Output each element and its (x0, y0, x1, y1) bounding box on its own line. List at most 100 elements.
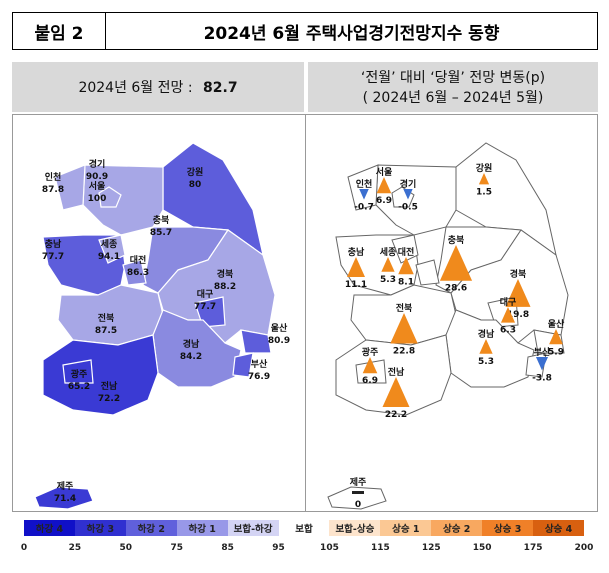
legend-tick-label: 125 (421, 543, 441, 553)
region-change-value: 5.3 (380, 275, 396, 285)
region-name-label: 세종 (101, 238, 118, 250)
region-name-label: 대구 (500, 296, 517, 308)
region-ulsan[interactable] (240, 329, 272, 354)
region-change-value: 28.6 (445, 284, 467, 294)
up-triangle-icon (398, 257, 414, 275)
region-name-label: 경기 (89, 158, 106, 170)
overall-index-label: 2024년 6월 전망 : (78, 80, 193, 96)
region-name-label: 서울 (376, 166, 393, 178)
region-index-value: 86.3 (127, 268, 149, 278)
region-name-label: 전북 (98, 312, 115, 324)
down-triangle-icon (535, 357, 549, 371)
region-name-label: 대전 (398, 246, 415, 258)
region-index-value: 76.9 (248, 372, 270, 382)
region-name-label: 경기 (400, 178, 417, 190)
overall-index: 2024년 6월 전망 : 82.7 (78, 77, 237, 97)
up-triangle-icon (376, 177, 392, 194)
legend-item: 하강 1 (176, 520, 228, 536)
outline-jeju[interactable] (327, 486, 387, 510)
region-change-value: 1.5 (476, 187, 492, 197)
region-index-value: 71.4 (54, 494, 76, 504)
legend-tick-label: 175 (523, 543, 543, 553)
up-triangle-icon (439, 245, 473, 281)
region-change-value: 6.3 (500, 326, 516, 336)
legend-tick-label: 150 (472, 543, 492, 553)
outline-gyeonggi[interactable] (375, 164, 457, 236)
region-change-value: -3.8 (532, 373, 552, 383)
region-name-label: 전남 (388, 366, 405, 378)
right-panel-header: ‘전월’ 대비 ‘당월’ 전망 변동(p) ( 2024년 6월 – 2024년… (308, 62, 598, 112)
region-change-value: 22.8 (393, 347, 415, 357)
region-index-value: 80 (189, 180, 202, 190)
down-triangle-icon (359, 189, 369, 200)
region-name-label: 강원 (187, 166, 204, 178)
region-name-label: 울산 (271, 322, 288, 334)
region-name-label: 전북 (396, 302, 413, 314)
outline-jeonnam[interactable] (335, 334, 452, 416)
region-gyeonggi[interactable] (82, 164, 164, 236)
outline-sejong[interactable] (391, 234, 419, 264)
up-triangle-icon (347, 257, 365, 277)
region-incheon[interactable] (54, 164, 86, 211)
region-name-label: 서울 (89, 180, 106, 192)
region-gyeongnam[interactable] (152, 309, 242, 388)
region-sejong[interactable] (98, 234, 126, 264)
up-triangle-icon (478, 173, 490, 185)
legend-item: 상승 3 (482, 520, 534, 536)
outline-incheon[interactable] (347, 164, 379, 211)
outline-daejeon[interactable] (415, 259, 440, 286)
legend-item: 상승 1 (380, 520, 432, 536)
region-change-value: -0.5 (398, 202, 418, 212)
region-name-label: 대구 (197, 288, 214, 300)
maps-frame: 인천 87.8 경기 90.9 서울 100 강원 80 충북 85.7 충남 77.7 세종 94.1 대… (12, 114, 598, 512)
legend-item: 상승 4 (533, 520, 584, 536)
legend-tick-label: 25 (68, 543, 82, 553)
change-title-line2: ( 2024년 6월 – 2024년 5월) (362, 90, 544, 106)
change-map: 서울6.9인천-0.7경기-0.5강원1.5충남11.1세종5.3대전8.1충북… (327, 142, 569, 510)
region-name-label: 경북 (510, 268, 527, 280)
region-jeonnam[interactable] (42, 334, 159, 416)
up-triangle-icon (390, 313, 418, 344)
overall-index-value: 82.7 (203, 80, 238, 96)
index-map: 인천 87.8 경기 90.9서울 100 강원 80 충북 85.7 충남 77.7 세종 94.1 대… (34, 142, 290, 510)
panel-divider (305, 115, 306, 511)
region-index-value: 85.7 (150, 228, 172, 238)
legend-item: 하강 2 (125, 520, 177, 536)
legend-item: 상승 2 (431, 520, 483, 536)
legend-item: 하강 3 (74, 520, 126, 536)
legend-tick-label: 0 (20, 543, 28, 553)
title-bar: 붙임 2 2024년 6월 주택사업경기전망지수 동향 (12, 12, 598, 50)
region-name-label: 광주 (71, 368, 88, 380)
region-name-label: 세종 (380, 246, 397, 258)
region-daejeon[interactable] (122, 259, 147, 286)
region-busan[interactable] (232, 352, 254, 378)
legend-tick-label: 200 (574, 543, 594, 553)
region-change-value: 0 (355, 500, 361, 510)
region-name-label: 부산 (251, 358, 268, 370)
region-name-label: 제주 (57, 480, 74, 492)
region-jeju[interactable] (34, 486, 94, 510)
change-title-line1: ‘전월’ 대비 ‘당월’ 전망 변동(p) (360, 70, 546, 86)
region-index-value: 65.2 (68, 382, 90, 392)
region-name-label: 광주 (362, 346, 379, 358)
region-seoul[interactable] (98, 186, 122, 208)
region-name-label: 충남 (45, 238, 62, 250)
legend-item: 보합-상승 (329, 520, 381, 536)
region-name-label: 충북 (448, 234, 465, 246)
left-panel-header: 2024년 6월 전망 : 82.7 (12, 62, 304, 112)
region-index-value: 72.2 (98, 394, 120, 404)
region-change-value: 19.8 (507, 310, 529, 320)
legend-tick-label: 105 (320, 543, 339, 553)
region-gwangju[interactable] (62, 359, 94, 384)
region-name-label: 인천 (45, 172, 62, 183)
region-name-label: 제주 (350, 476, 367, 488)
region-name-label: 경남 (183, 338, 200, 350)
up-triangle-icon (382, 377, 410, 407)
region-change-value: 5.3 (478, 357, 494, 367)
page-title: 2024년 6월 주택사업경기전망지수 동향 (203, 23, 500, 44)
region-index-value: 100 (88, 194, 107, 204)
region-name-label: 경북 (217, 268, 234, 280)
up-triangle-icon (479, 339, 493, 354)
no-change-icon (352, 491, 364, 494)
legend-item: 보합 (278, 520, 330, 536)
